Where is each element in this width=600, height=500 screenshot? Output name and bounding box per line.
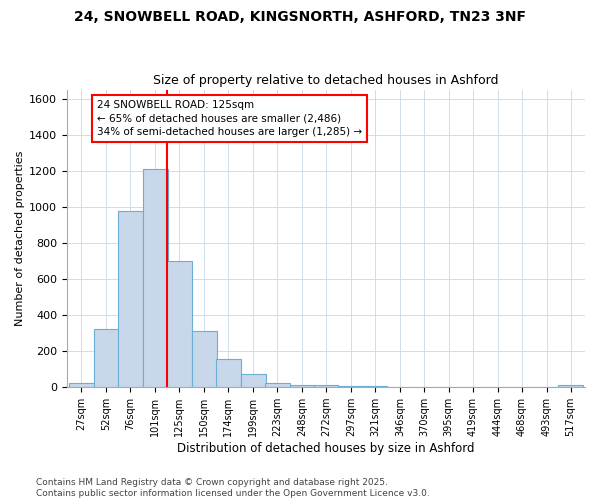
Bar	[412, 386, 436, 387]
Bar	[216, 360, 241, 387]
Bar	[290, 384, 314, 387]
X-axis label: Distribution of detached houses by size in Ashford: Distribution of detached houses by size …	[177, 442, 475, 455]
Bar	[192, 332, 217, 387]
Y-axis label: Number of detached properties: Number of detached properties	[15, 150, 25, 326]
Bar	[94, 330, 119, 387]
Text: 24, SNOWBELL ROAD, KINGSNORTH, ASHFORD, TN23 3NF: 24, SNOWBELL ROAD, KINGSNORTH, ASHFORD, …	[74, 10, 526, 24]
Bar	[265, 382, 290, 387]
Bar	[314, 386, 338, 387]
Text: 24 SNOWBELL ROAD: 125sqm
← 65% of detached houses are smaller (2,486)
34% of sem: 24 SNOWBELL ROAD: 125sqm ← 65% of detach…	[97, 100, 362, 137]
Bar	[558, 384, 583, 387]
Bar	[362, 386, 388, 387]
Title: Size of property relative to detached houses in Ashford: Size of property relative to detached ho…	[153, 74, 499, 87]
Bar	[241, 374, 266, 387]
Bar	[436, 386, 461, 387]
Bar	[167, 261, 192, 387]
Bar	[143, 169, 168, 387]
Bar	[69, 382, 94, 387]
Bar	[118, 212, 143, 387]
Text: Contains HM Land Registry data © Crown copyright and database right 2025.
Contai: Contains HM Land Registry data © Crown c…	[36, 478, 430, 498]
Bar	[388, 386, 412, 387]
Bar	[338, 386, 364, 387]
